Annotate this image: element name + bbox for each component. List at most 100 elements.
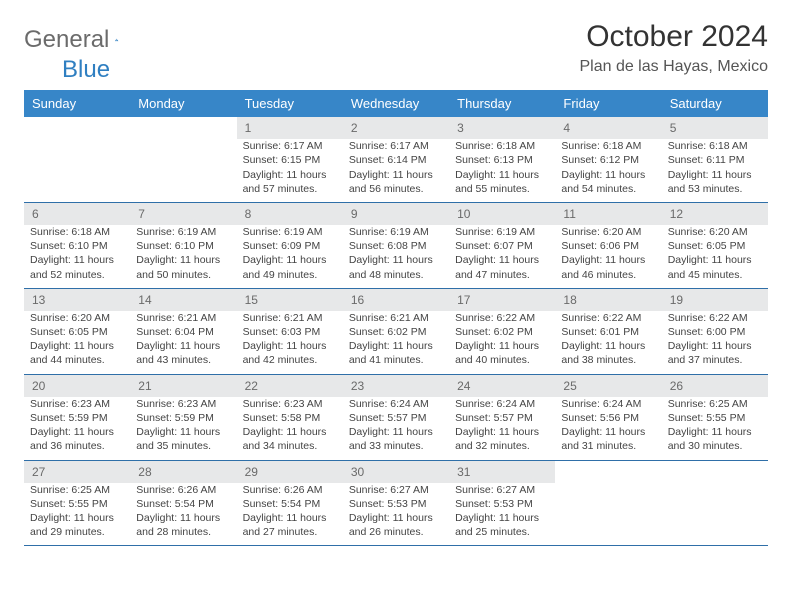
daylight-line1: Daylight: 11 hours xyxy=(243,253,337,267)
day-number: 18 xyxy=(555,288,661,311)
daylight-line1: Daylight: 11 hours xyxy=(243,168,337,182)
daylight-line2: and 48 minutes. xyxy=(349,268,443,282)
daylight-line1: Daylight: 11 hours xyxy=(561,253,655,267)
day-number: 8 xyxy=(237,202,343,225)
sunrise-text: Sunrise: 6:18 AM xyxy=(30,225,124,239)
daynum-row: 2728293031 xyxy=(24,460,768,483)
calendar-cell: Sunrise: 6:24 AMSunset: 5:56 PMDaylight:… xyxy=(555,397,661,460)
daylight-line1: Daylight: 11 hours xyxy=(561,425,655,439)
daylight-line2: and 30 minutes. xyxy=(668,439,762,453)
sunset-text: Sunset: 5:53 PM xyxy=(455,497,549,511)
calendar-cell: Sunrise: 6:27 AMSunset: 5:53 PMDaylight:… xyxy=(343,483,449,546)
daylight-line2: and 44 minutes. xyxy=(30,353,124,367)
daylight-line1: Daylight: 11 hours xyxy=(455,425,549,439)
logo-word2: Blue xyxy=(62,56,110,84)
sunset-text: Sunset: 5:58 PM xyxy=(243,411,337,425)
sunset-text: Sunset: 6:09 PM xyxy=(243,239,337,253)
sunrise-text: Sunrise: 6:21 AM xyxy=(136,311,230,325)
sunrise-text: Sunrise: 6:25 AM xyxy=(668,397,762,411)
daylight-line2: and 40 minutes. xyxy=(455,353,549,367)
sunset-text: Sunset: 6:08 PM xyxy=(349,239,443,253)
sunrise-text: Sunrise: 6:19 AM xyxy=(136,225,230,239)
sunset-text: Sunset: 5:55 PM xyxy=(30,497,124,511)
daylight-line2: and 27 minutes. xyxy=(243,525,337,539)
calendar-cell: Sunrise: 6:19 AMSunset: 6:08 PMDaylight:… xyxy=(343,225,449,288)
day-number: 29 xyxy=(237,460,343,483)
calendar-row: Sunrise: 6:18 AMSunset: 6:10 PM Daylight:… xyxy=(24,225,768,288)
calendar-cell: Sunrise: 6:20 AMSunset: 6:05 PMDaylight:… xyxy=(662,225,768,288)
calendar-cell xyxy=(555,483,661,546)
day-number: 12 xyxy=(662,202,768,225)
calendar-cell: Sunrise: 6:25 AMSunset: 5:55 PMDaylight:… xyxy=(662,397,768,460)
day-number xyxy=(555,460,661,483)
day-number xyxy=(24,117,130,139)
calendar-cell: Sunrise: 6:22 AMSunset: 6:02 PMDaylight:… xyxy=(449,311,555,374)
calendar-cell: Sunrise: 6:18 AMSunset: 6:10 PMDaylight:… xyxy=(24,225,130,288)
day-number xyxy=(662,460,768,483)
daylight-line2: and 50 minutes. xyxy=(136,268,230,282)
daylight-line1: Daylight: 11 hours xyxy=(30,339,124,353)
day-number: 6 xyxy=(24,202,130,225)
calendar-cell: Sunrise: 6:17 AMSunset: 6:14 PMDaylight:… xyxy=(343,139,449,202)
sunset-text: Sunset: 5:57 PM xyxy=(349,411,443,425)
day-number: 21 xyxy=(130,374,236,397)
daylight-line1: Daylight: 11 hours xyxy=(349,168,443,182)
sunrise-text: Sunrise: 6:22 AM xyxy=(561,311,655,325)
day-header: Tuesday xyxy=(237,90,343,117)
daylight-line2: and 57 minutes. xyxy=(243,182,337,196)
day-number: 25 xyxy=(555,374,661,397)
day-number: 4 xyxy=(555,117,661,139)
sunrise-text: Sunrise: 6:23 AM xyxy=(243,397,337,411)
sunset-text: Sunset: 6:12 PM xyxy=(561,153,655,167)
sunset-text: Sunset: 6:00 PM xyxy=(668,325,762,339)
daylight-line1: Daylight: 11 hours xyxy=(136,511,230,525)
calendar-cell: Sunrise: 6:19 AMSunset: 6:07 PMDaylight:… xyxy=(449,225,555,288)
day-number: 11 xyxy=(555,202,661,225)
daylight-line1: Daylight: 11 hours xyxy=(136,253,230,267)
logo: General xyxy=(24,26,139,54)
sunrise-text: Sunrise: 6:26 AM xyxy=(136,483,230,497)
sunrise-text: Sunrise: 6:20 AM xyxy=(668,225,762,239)
daylight-line1: Daylight: 11 hours xyxy=(455,253,549,267)
daylight-line1: Daylight: 11 hours xyxy=(349,425,443,439)
calendar-cell: Sunrise: 6:27 AMSunset: 5:53 PMDaylight:… xyxy=(449,483,555,546)
sunrise-text: Sunrise: 6:24 AM xyxy=(349,397,443,411)
calendar-cell xyxy=(24,139,130,202)
daylight-line2: and 25 minutes. xyxy=(455,525,549,539)
logo-sail-icon xyxy=(115,31,119,49)
daylight-line1: Daylight: 11 hours xyxy=(561,339,655,353)
calendar-cell: Sunrise: 6:26 AMSunset: 5:54 PMDaylight:… xyxy=(130,483,236,546)
sunset-text: Sunset: 6:10 PM xyxy=(30,239,124,253)
title-block: October 2024 Plan de las Hayas, Mexico xyxy=(579,20,768,76)
daylight-line2: and 41 minutes. xyxy=(349,353,443,367)
day-number: 10 xyxy=(449,202,555,225)
day-number: 15 xyxy=(237,288,343,311)
calendar-cell: Sunrise: 6:21 AMSunset: 6:02 PMDaylight:… xyxy=(343,311,449,374)
sunrise-text: Sunrise: 6:24 AM xyxy=(455,397,549,411)
sunrise-text: Sunrise: 6:18 AM xyxy=(561,139,655,153)
sunrise-text: Sunrise: 6:18 AM xyxy=(455,139,549,153)
daylight-line1: Daylight: 11 hours xyxy=(455,168,549,182)
daylight-line1: Daylight: 11 hours xyxy=(136,339,230,353)
sunrise-text: Sunrise: 6:21 AM xyxy=(349,311,443,325)
daylight-line1: Daylight: 11 hours xyxy=(668,339,762,353)
day-number: 28 xyxy=(130,460,236,483)
sunrise-text: Sunrise: 6:20 AM xyxy=(30,311,124,325)
day-header: Thursday xyxy=(449,90,555,117)
daylight-line2: and 43 minutes. xyxy=(136,353,230,367)
sunrise-text: Sunrise: 6:22 AM xyxy=(455,311,549,325)
sunset-text: Sunset: 6:14 PM xyxy=(349,153,443,167)
calendar-cell: Sunrise: 6:22 AMSunset: 6:00 PMDaylight:… xyxy=(662,311,768,374)
daylight-line1: Daylight: 11 hours xyxy=(136,425,230,439)
header: General October 2024 Plan de las Hayas, … xyxy=(24,20,768,76)
day-number: 16 xyxy=(343,288,449,311)
daylight-line2: and 53 minutes. xyxy=(668,182,762,196)
sunset-text: Sunset: 6:15 PM xyxy=(243,153,337,167)
day-number: 19 xyxy=(662,288,768,311)
day-number: 5 xyxy=(662,117,768,139)
daylight-line2: and 52 minutes. xyxy=(30,268,124,282)
daylight-line2: and 26 minutes. xyxy=(349,525,443,539)
daynum-row: 13141516171819 xyxy=(24,288,768,311)
sunset-text: Sunset: 6:01 PM xyxy=(561,325,655,339)
sunrise-text: Sunrise: 6:27 AM xyxy=(349,483,443,497)
